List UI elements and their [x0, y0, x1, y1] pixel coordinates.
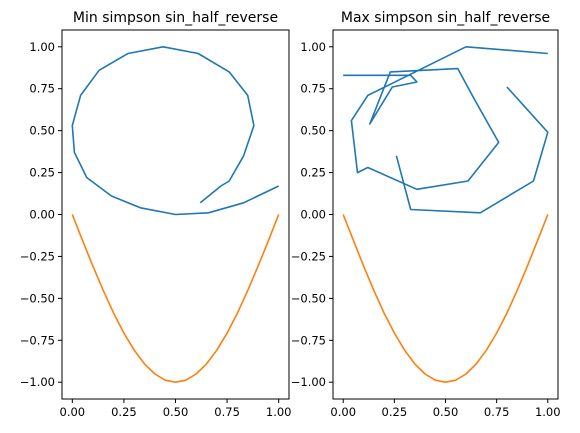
y-tick-label: −0.75: [291, 333, 326, 347]
x-tick-label: 0.25: [382, 405, 408, 419]
y-tick-label: 0.00: [29, 208, 55, 222]
subplot-max-simpson: Max simpson sin_half_reverse 0.00 0.25 0.5…: [291, 10, 561, 419]
y-tick-label: 1.00: [29, 40, 55, 54]
x-tick-label: 0.00: [60, 405, 86, 419]
y-tick-label: 0.25: [300, 166, 326, 180]
y-tick-label: 0.00: [300, 208, 326, 222]
y-tick-label: 0.50: [300, 124, 326, 138]
x-tick-label: 1.00: [266, 405, 292, 419]
x-tick-label: 0.75: [484, 405, 510, 419]
y-tick-label: −0.50: [20, 291, 55, 305]
y-tick-label: 0.50: [29, 124, 55, 138]
x-tick-label: 0.50: [433, 405, 459, 419]
y-tick-label: −0.25: [20, 249, 55, 263]
subplot-min-simpson: Min simpson sin_half_reverse 0.00 0.25 0.5…: [20, 10, 292, 419]
y-tick-label: −0.75: [20, 333, 55, 347]
y-tick-label: −1.00: [20, 375, 55, 389]
x-tick-label: 0.25: [111, 405, 137, 419]
x-tick-label: 0.00: [330, 405, 356, 419]
x-tick-label: 0.75: [214, 405, 240, 419]
subplot-title: Min simpson sin_half_reverse: [73, 10, 278, 26]
y-tick-label: 0.75: [300, 82, 326, 96]
x-tick-label: 1.00: [535, 405, 561, 419]
subplot-title: Max simpson sin_half_reverse: [341, 10, 550, 26]
y-tick-label: 1.00: [300, 40, 326, 54]
series-line: [71, 214, 280, 384]
y-tick-label: −0.50: [291, 291, 326, 305]
series-line: [395, 86, 549, 214]
y-tick-label: −1.00: [291, 375, 326, 389]
series-line: [343, 45, 548, 191]
series-line: [71, 45, 280, 216]
y-tick-label: 0.25: [29, 166, 55, 180]
x-tick-label: 0.50: [163, 405, 189, 419]
y-tick-label: 0.75: [29, 82, 55, 96]
y-tick-label: −0.25: [291, 249, 326, 263]
series-line: [342, 214, 549, 384]
